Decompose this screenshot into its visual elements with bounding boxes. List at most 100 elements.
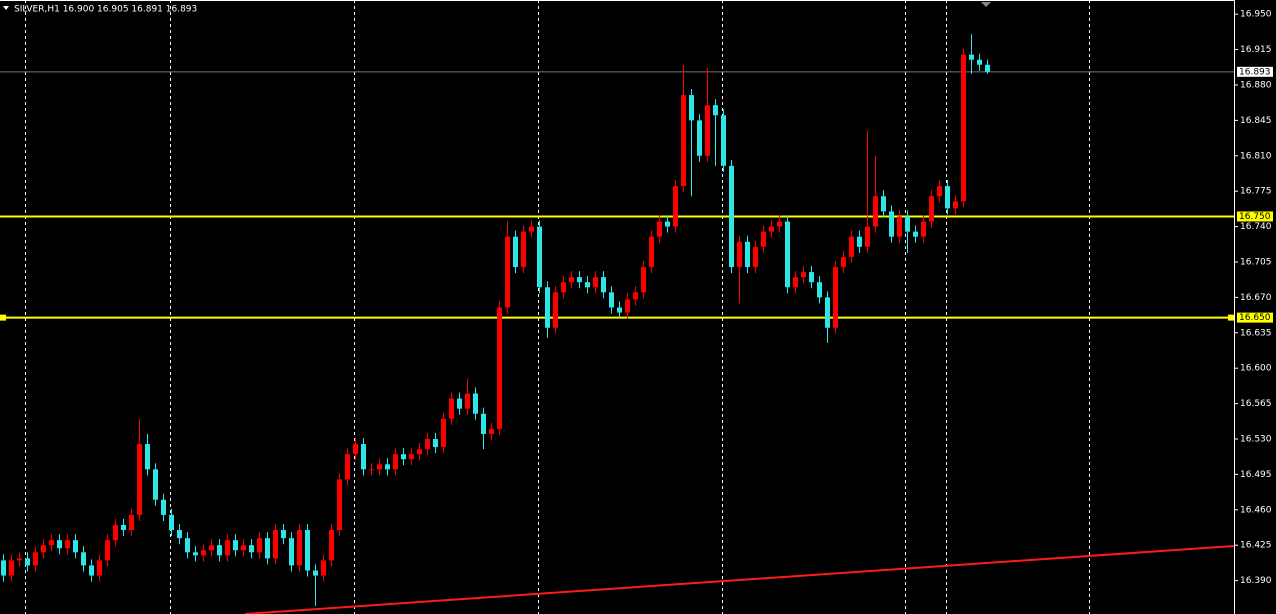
candle-body: [425, 439, 430, 450]
candle-body: [297, 530, 302, 566]
candle-body: [177, 530, 182, 539]
y-tick-label: 16.705: [1240, 257, 1272, 267]
candle-body: [33, 552, 38, 566]
candle-body: [857, 236, 862, 247]
candle-body: [713, 105, 718, 116]
candle-body: [337, 479, 342, 531]
candle-body: [345, 454, 350, 480]
candle-body: [417, 449, 422, 455]
candle-body: [793, 277, 798, 288]
candle-body: [569, 277, 574, 283]
candle-body: [961, 54, 966, 202]
candle-body: [321, 560, 326, 576]
candle-body: [697, 120, 702, 156]
candle-body: [537, 226, 542, 288]
candle-body: [193, 552, 198, 556]
candle-body: [657, 221, 662, 237]
candle-body: [817, 282, 822, 298]
candle-body: [505, 236, 510, 308]
y-tick-label: 16.670: [1240, 293, 1272, 303]
level-box: [1237, 211, 1273, 222]
candle-body: [313, 570, 318, 576]
candle-body: [521, 231, 526, 268]
candle-body: [561, 282, 566, 293]
candle-body: [161, 499, 166, 515]
candle-body: [129, 514, 134, 531]
candle-body: [841, 256, 846, 268]
candle-body: [665, 221, 670, 227]
candle-body: [545, 287, 550, 328]
candle-body: [729, 165, 734, 268]
candle-body: [513, 236, 518, 268]
level-handle: [1228, 314, 1234, 321]
candle-body: [873, 196, 878, 227]
candle-body: [865, 226, 870, 247]
candle-body: [401, 454, 406, 460]
candle-body: [529, 226, 534, 232]
candle-body: [593, 277, 598, 288]
candle-body: [137, 444, 142, 515]
candle-body: [57, 540, 62, 549]
candle-body: [617, 307, 622, 313]
candle-body: [145, 444, 150, 470]
candle-body: [609, 292, 614, 308]
candle-body: [241, 545, 246, 551]
candle-body: [113, 524, 118, 541]
candle-body: [233, 540, 238, 551]
candle-body: [25, 558, 30, 566]
y-tick-label: 16.495: [1240, 470, 1272, 480]
candle-body: [681, 95, 686, 187]
candle-body: [977, 59, 982, 65]
level-label: 16.750: [1239, 212, 1271, 222]
candle-body: [585, 282, 590, 288]
y-tick-label: 16.775: [1240, 187, 1272, 197]
candle-body: [17, 558, 22, 561]
candle-body: [353, 444, 358, 455]
candle-body: [641, 267, 646, 293]
candle-body: [769, 226, 774, 232]
candle-body: [153, 469, 158, 500]
candle-body: [465, 393, 470, 409]
candle-body: [673, 186, 678, 227]
menu-arrow: [3, 6, 9, 10]
candle-body: [393, 454, 398, 470]
candle-body: [921, 221, 926, 237]
candle-body: [761, 231, 766, 247]
candle-body: [801, 272, 806, 278]
candle-body: [881, 196, 886, 212]
level-label: 16.650: [1239, 313, 1271, 323]
candle-body: [481, 413, 486, 434]
candle-body: [105, 540, 110, 561]
candle-body: [945, 186, 950, 209]
candle-body: [889, 211, 894, 237]
candle-body: [361, 444, 366, 470]
candle-body: [81, 552, 86, 566]
level-box: [1237, 312, 1273, 323]
candle-body: [257, 538, 262, 553]
candle-body: [89, 565, 94, 576]
candle-body: [201, 550, 206, 556]
y-tick-label: 16.530: [1240, 435, 1272, 445]
candle-body: [809, 272, 814, 283]
candle-body: [705, 105, 710, 156]
y-tick-label: 16.390: [1240, 576, 1272, 586]
candle-body: [473, 393, 478, 414]
candle-body: [929, 196, 934, 222]
candle-body: [265, 538, 270, 559]
candle-body: [913, 231, 918, 237]
y-tick-label: 16.950: [1240, 10, 1272, 20]
candle-body: [825, 297, 830, 328]
candle-body: [625, 299, 630, 313]
candle-body: [289, 538, 294, 566]
candle-body: [217, 545, 222, 556]
candle-body: [409, 454, 414, 460]
trend-line: [244, 545, 1235, 614]
candle-body: [577, 277, 582, 283]
current-price-box: [1237, 66, 1273, 77]
candle-body: [65, 540, 70, 549]
level-handle: [0, 314, 6, 321]
y-tick-label: 16.880: [1240, 80, 1272, 90]
candle-body: [377, 464, 382, 470]
